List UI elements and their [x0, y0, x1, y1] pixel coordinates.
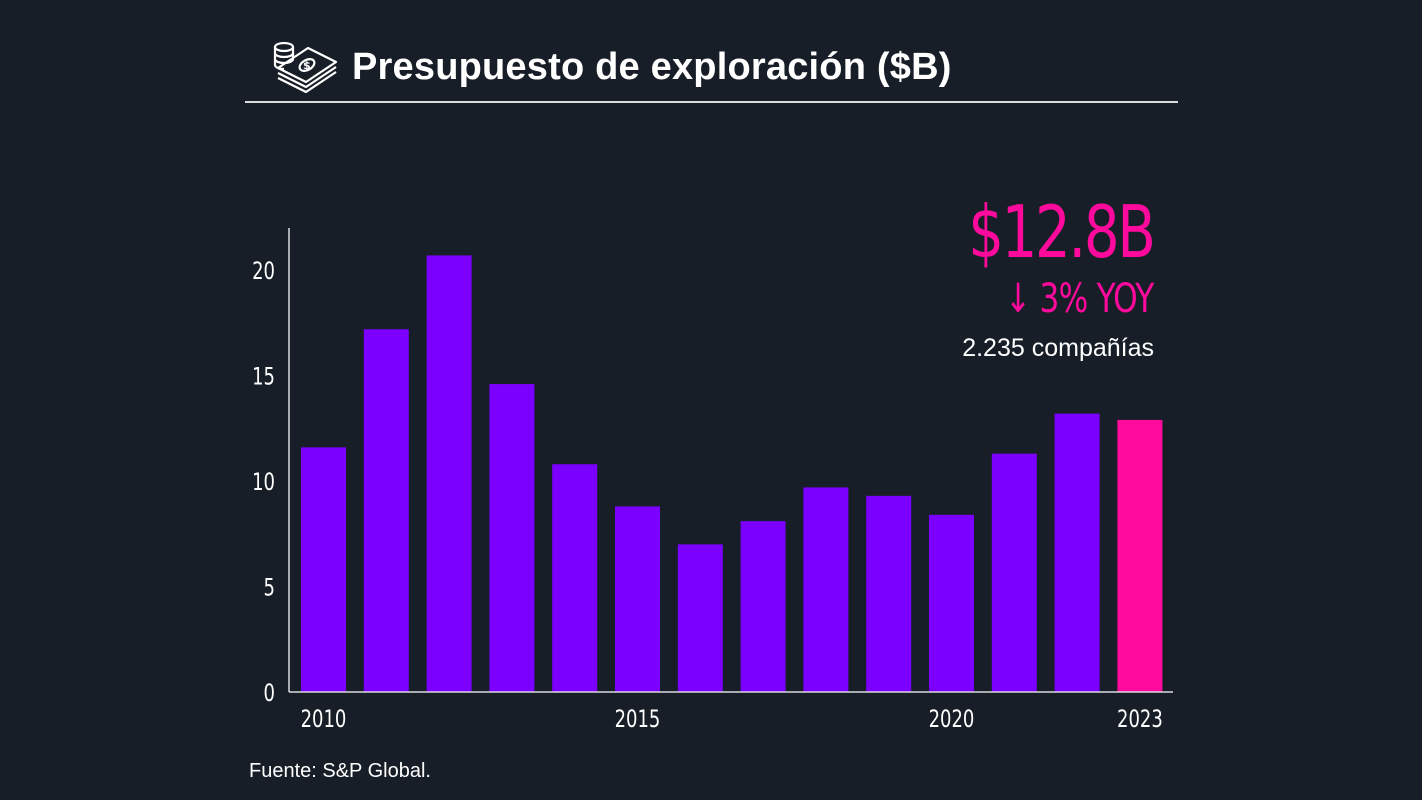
callout-companies: 2.235 compañías — [962, 334, 1154, 362]
chart-header: $ Presupuesto de exploración ($B) — [270, 34, 952, 100]
chart-title: Presupuesto de exploración ($B) — [352, 45, 952, 88]
bar-2019 — [866, 495, 912, 692]
bar-2015 — [615, 506, 660, 692]
callout-value: $12.8B — [968, 190, 1157, 274]
x-tick-label-2015: 2015 — [615, 706, 661, 734]
source-note: Fuente: S&P Global. — [249, 760, 431, 782]
y-axis: 0 5 10 15 20 — [252, 228, 290, 708]
x-tick-label-2023: 2023 — [1117, 706, 1163, 734]
bar-2010 — [301, 447, 346, 692]
bar-2016 — [677, 544, 723, 692]
bar-2017 — [740, 521, 786, 692]
bar-2011 — [363, 329, 409, 692]
callout-yoy-change: ↓ 3% YOY — [1005, 276, 1154, 322]
bar-2018 — [803, 487, 849, 692]
title-divider — [245, 101, 1178, 103]
x-axis: 2010 2015 2020 2023 — [289, 691, 1173, 734]
bar-2020 — [929, 514, 974, 692]
y-tick-label: 10 — [252, 469, 275, 497]
bars — [301, 255, 1163, 692]
money-stack-icon: $ — [273, 41, 338, 94]
y-tick-label: 5 — [264, 574, 275, 602]
y-tick-label: 15 — [252, 363, 275, 391]
bar-2022 — [1054, 413, 1100, 692]
bar-2013 — [489, 384, 535, 692]
x-tick-label-2010: 2010 — [301, 706, 347, 734]
y-tick-label: 0 — [264, 680, 275, 708]
svg-text:$: $ — [303, 59, 311, 72]
bar-2014 — [552, 464, 598, 692]
highlight-callout: $12.8B ↓ 3% YOY 2.235 compañías — [916, 190, 1157, 372]
x-tick-label-2020: 2020 — [929, 706, 975, 734]
bar-2012 — [426, 255, 472, 692]
y-tick-label: 20 — [252, 258, 275, 286]
bar-2021 — [991, 453, 1037, 692]
bar-2023 — [1117, 419, 1163, 692]
